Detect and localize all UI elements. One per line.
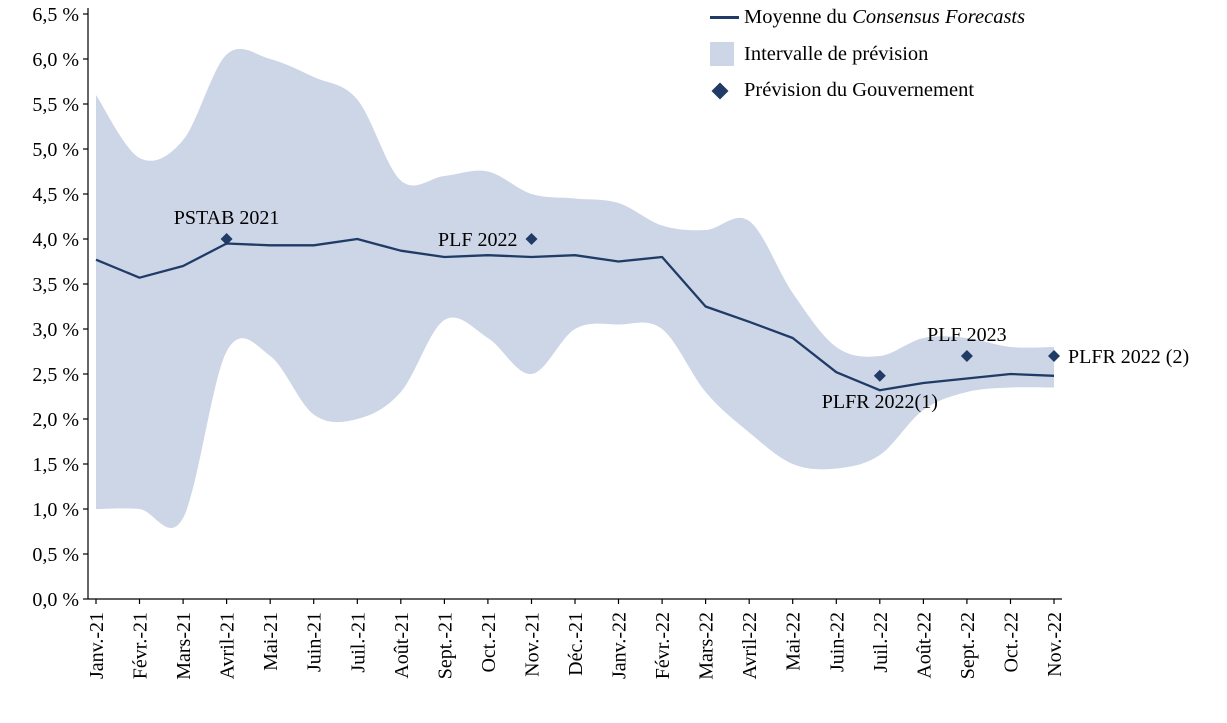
y-tick-label: 0,5 % xyxy=(32,544,79,566)
legend-item-interval: Intervalle de prévision xyxy=(710,42,1025,66)
x-tick-label: Juin-22 xyxy=(826,612,848,672)
x-tick-label: Févr.-22 xyxy=(652,612,674,679)
y-tick-label: 2,0 % xyxy=(32,409,79,431)
gov-forecast-label: PLFR 2022(1) xyxy=(822,391,938,413)
legend-item-government: Prévision du Gouvernement xyxy=(710,79,1025,102)
diamond-icon xyxy=(711,82,729,99)
interval-band xyxy=(96,48,1054,528)
legend-label-government: Prévision du Gouvernement xyxy=(744,79,975,101)
y-tick-label: 6,0 % xyxy=(32,49,79,71)
y-tick-label: 3,5 % xyxy=(32,274,79,296)
x-tick-label: Sept.-21 xyxy=(434,612,456,679)
chart-legend: Moyenne du Consensus Forecasts Intervall… xyxy=(710,6,1025,102)
x-tick-label: Oct.-21 xyxy=(478,612,500,673)
gov-forecast-label: PSTAB 2021 xyxy=(174,207,280,229)
x-tick-label: Sept.-22 xyxy=(957,612,979,679)
x-tick-label: Août-21 xyxy=(391,612,413,679)
y-tick-label: 5,5 % xyxy=(32,94,79,116)
gov-forecast-label: PLF 2022 xyxy=(438,229,517,251)
x-tick-label: Nov.-21 xyxy=(522,612,544,677)
legend-item-consensus: Moyenne du Consensus Forecasts xyxy=(710,6,1025,29)
legend-label-interval: Intervalle de prévision xyxy=(744,42,929,65)
y-tick-label: 0,0 % xyxy=(32,589,79,611)
y-tick-label: 4,0 % xyxy=(32,229,79,251)
x-tick-label: Févr.-21 xyxy=(130,612,152,679)
gov-forecast-marker xyxy=(525,233,538,245)
x-tick-label: Avril-21 xyxy=(217,612,239,679)
y-tick-label: 3,0 % xyxy=(32,319,79,341)
x-tick-label: Mai-21 xyxy=(260,612,282,671)
x-tick-label: Janv.-21 xyxy=(86,612,108,679)
interval-area-swatch xyxy=(710,42,744,66)
x-tick-label: Mai-22 xyxy=(783,612,805,671)
x-tick-label: Juil.-21 xyxy=(347,612,369,673)
x-tick-label: Mars-22 xyxy=(696,612,718,680)
y-tick-label: 6,5 % xyxy=(32,4,79,26)
gov-forecast-marker xyxy=(220,233,233,245)
gov-forecast-marker xyxy=(1048,350,1060,362)
consensus-line xyxy=(95,237,1055,392)
gov-forecast-marker xyxy=(873,369,886,382)
gov-forecast-label: PLF 2023 xyxy=(927,324,1006,346)
x-tick-label: Juin-21 xyxy=(304,612,326,672)
gov-forecast-marker xyxy=(960,350,973,362)
x-tick-label: Août-22 xyxy=(913,612,935,679)
area-icon xyxy=(710,42,734,66)
x-tick-label: Juil.-22 xyxy=(870,612,892,673)
y-tick-label: 1,0 % xyxy=(32,499,79,521)
x-tick-label: Mars-21 xyxy=(173,612,195,680)
legend-label-consensus: Moyenne du Consensus Forecasts xyxy=(744,6,1026,28)
x-tick-label: Oct.-22 xyxy=(1001,612,1023,673)
y-tick-label: 5,0 % xyxy=(32,139,79,161)
y-tick-label: 1,5 % xyxy=(32,454,79,476)
y-tick-label: 2,5 % xyxy=(32,364,79,386)
x-tick-label: Nov.-22 xyxy=(1044,612,1066,677)
gov-forecast-label: PLFR 2022 (2) xyxy=(1068,346,1189,368)
consensus-line-swatch xyxy=(710,16,744,19)
line-icon xyxy=(710,16,739,19)
x-tick-label: Janv.-22 xyxy=(609,612,631,679)
y-tick-label: 4,5 % xyxy=(32,184,79,206)
government-diamond-swatch xyxy=(710,82,744,99)
x-tick-label: Déc.-21 xyxy=(565,612,587,676)
x-tick-label: Avril-22 xyxy=(739,612,761,679)
